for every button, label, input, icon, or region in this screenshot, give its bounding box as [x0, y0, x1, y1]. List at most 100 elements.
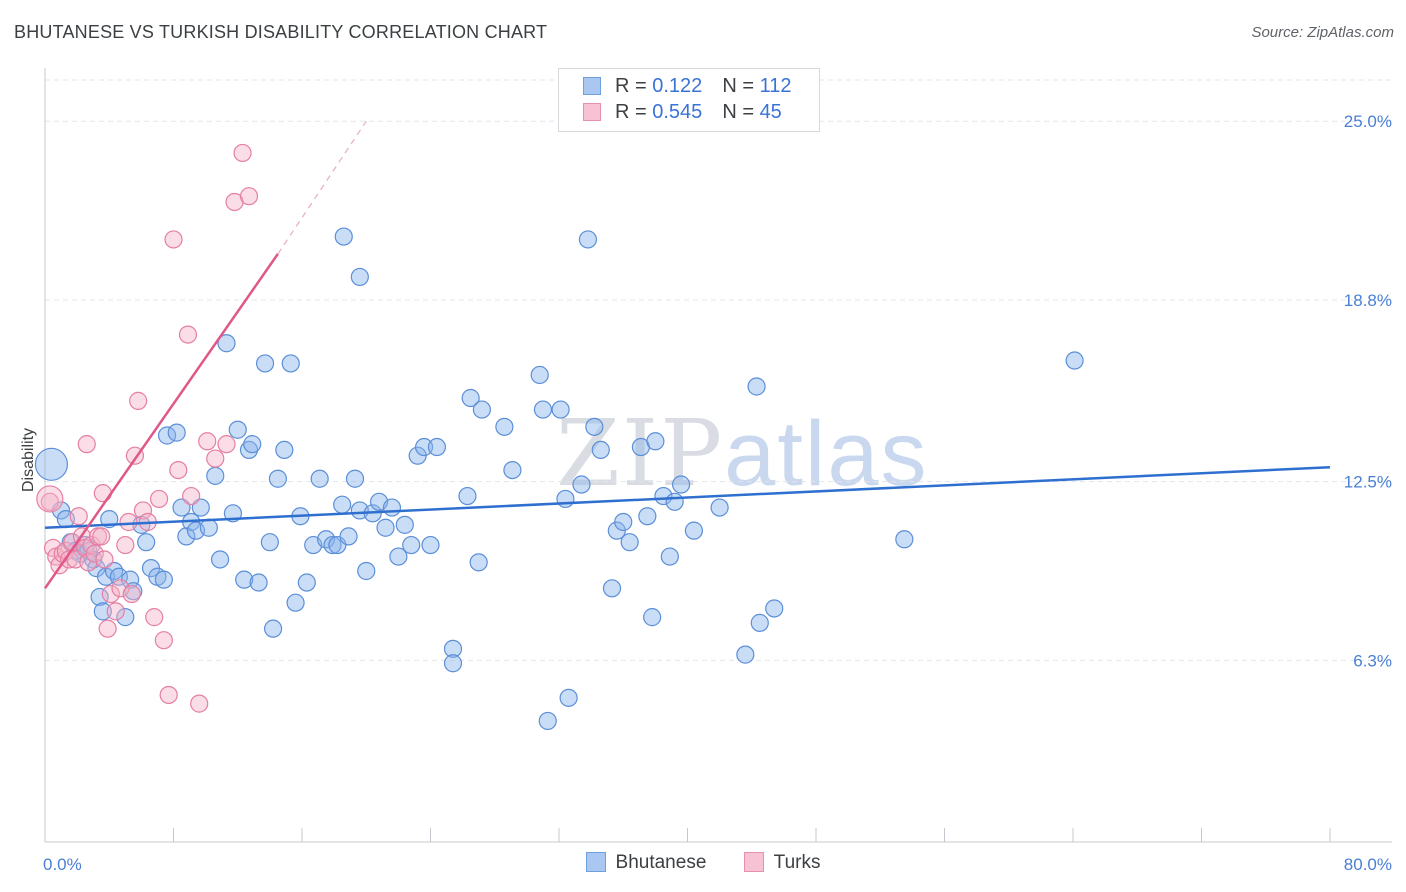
data-point-bhutanese [443, 654, 463, 673]
data-point-turks [59, 550, 79, 569]
legend-swatch-bhutanese [583, 77, 601, 95]
data-point-bhutanese-large [34, 447, 69, 481]
legend-item-bhutanese[interactable]: Bhutanese [585, 852, 707, 874]
trendline-bhutanese [44, 465, 1331, 529]
data-point-bhutanese [895, 530, 914, 549]
stats-legend: R = 0.122 N = 112 R = 0.545 N = 45 [558, 68, 820, 132]
data-point-bhutanese [167, 423, 186, 442]
data-point-turks [69, 507, 88, 526]
data-point-bhutanese [281, 354, 300, 373]
legend-row-bhutanese: R = 0.122 N = 112 [583, 75, 791, 101]
data-point-turks [106, 602, 125, 621]
legend-n-value-turks: 45 [759, 101, 782, 123]
data-point-bhutanese [376, 518, 395, 537]
data-point-bhutanese [643, 608, 662, 627]
data-point-turks [40, 492, 59, 511]
data-point-turks [217, 435, 236, 454]
source-label: Source: ZipAtlas.com [1251, 24, 1394, 41]
data-point-bhutanese [382, 498, 402, 517]
y-tick-label: 18.8% [1344, 291, 1392, 310]
data-point-bhutanese [93, 602, 112, 621]
data-point-bhutanese [602, 579, 622, 598]
data-point-turks [206, 449, 225, 468]
data-point-bhutanese [116, 608, 135, 627]
y-tick-label: 12.5% [1344, 473, 1392, 492]
data-point-turks [239, 187, 259, 206]
data-point-bhutanese [217, 334, 236, 353]
data-point-bhutanese [646, 432, 665, 451]
data-point-turks [233, 143, 252, 163]
data-point-bhutanese [654, 486, 673, 506]
legend-n-label: N = [722, 101, 754, 123]
data-point-bhutanese [530, 365, 549, 385]
data-point-bhutanese [275, 440, 294, 460]
data-point-bhutanese [334, 227, 353, 246]
legend-item-turks[interactable]: Turks [743, 852, 821, 874]
data-point-bhutanese [414, 437, 434, 457]
data-point-turks [169, 460, 188, 480]
data-point-bhutanese [747, 377, 766, 396]
data-point-turks [129, 391, 148, 410]
x-tick-label: 0.0% [43, 855, 82, 874]
data-point-bhutanese [620, 533, 639, 552]
axis-layer [44, 68, 1392, 843]
data-point-turks [111, 579, 130, 598]
data-point-bhutanese [710, 498, 729, 517]
data-point-turks [145, 608, 164, 627]
data-point-bhutanese [239, 440, 259, 460]
data-point-turks [77, 435, 96, 454]
data-point-bhutanese [591, 440, 610, 460]
data-point-bhutanese [395, 515, 414, 534]
data-point-bhutanese [765, 599, 784, 618]
data-point-bhutanese [585, 417, 604, 436]
data-point-bhutanese [461, 388, 480, 408]
data-point-bhutanese [154, 570, 173, 589]
data-point-bhutanese [458, 486, 477, 506]
data-point-turks [164, 230, 183, 249]
data-point-bhutanese [357, 561, 376, 581]
y-tick-label: 25.0% [1344, 112, 1392, 131]
series-legend: Bhutanese Turks [0, 852, 1406, 874]
data-point-bhutanese [495, 417, 514, 436]
data-point-turks [93, 484, 112, 503]
trendline-turks-extension [277, 120, 367, 255]
data-point-bhutanese [469, 553, 488, 572]
data-point-turks [98, 619, 117, 638]
data-point-bhutanese [443, 639, 463, 658]
legend-label-bhutanese: Bhutanese [615, 852, 707, 873]
data-point-bhutanese [339, 527, 358, 546]
data-point-bhutanese [137, 533, 156, 552]
legend-swatch-bhutanese [585, 852, 606, 872]
legend-row-turks: R = 0.545 N = 45 [583, 101, 782, 127]
y-tick-label: 6.3% [1353, 651, 1392, 670]
data-point-turks [116, 535, 135, 555]
data-point-bhutanese [660, 547, 679, 566]
data-point-bhutanese [333, 495, 352, 514]
data-point-bhutanese [297, 573, 316, 592]
data-point-bhutanese [665, 492, 684, 511]
points-layer [34, 143, 1084, 731]
legend-r-label: R = [615, 75, 647, 97]
trendline-turks [43, 253, 279, 590]
legend-n-label: N = [722, 75, 754, 97]
data-point-bhutanese [389, 547, 408, 566]
data-point-bhutanese [750, 613, 769, 632]
data-point-turks-large [36, 485, 64, 513]
legend-swatch-turks [583, 103, 601, 121]
data-point-bhutanese [684, 521, 704, 540]
data-point-bhutanese [427, 437, 447, 457]
data-point-bhutanese [90, 587, 109, 607]
data-point-bhutanese [350, 267, 369, 287]
label-layer: 6.3% 12.5% 18.8% 25.0% 0.0% 80.0% Disability [20, 112, 1392, 874]
y-axis-label: Disability [20, 428, 37, 492]
chart-title: BHUTANESE VS TURKISH DISABILITY CORRELAT… [14, 22, 548, 42]
data-point-bhutanese [249, 573, 268, 592]
data-point-turks [159, 685, 178, 705]
data-point-bhutanese [310, 469, 329, 488]
data-point-turks [119, 512, 138, 532]
trend-layer [43, 120, 1331, 590]
legend-label-turks: Turks [773, 852, 821, 873]
data-point-bhutanese [638, 507, 657, 526]
data-point-bhutanese [177, 527, 196, 546]
